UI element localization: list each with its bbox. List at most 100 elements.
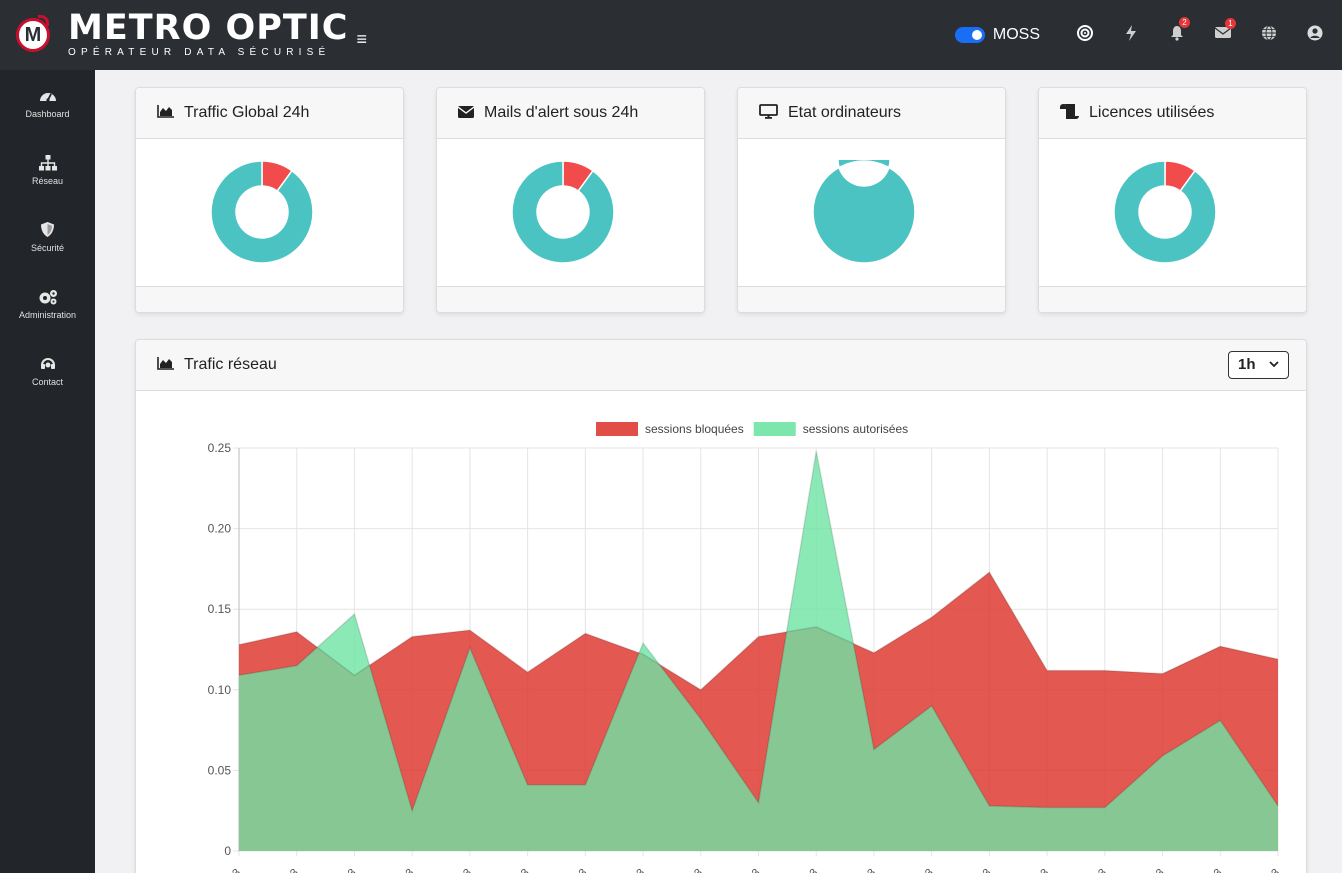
card-header: Trafic réseau 1h (136, 340, 1306, 391)
x-tick-label: :13 (1263, 867, 1282, 873)
sidebar-item-contact[interactable]: Contact (0, 338, 95, 405)
card-trafic-reseau: Trafic réseau 1h 0.25 0.20 0.15 0.10 0.05 0:1… (135, 339, 1307, 873)
logo-badge: M (16, 15, 50, 52)
donut-slice-teal (1113, 160, 1217, 264)
envelope-icon (457, 105, 475, 122)
x-tick-label: :13 (339, 867, 358, 873)
x-tick-label: :13 (916, 867, 935, 873)
x-tick-label: :13 (743, 867, 762, 873)
donut-slice-teal (511, 160, 615, 264)
card-footer (738, 286, 1005, 312)
traffic-area-chart: 0.25 0.20 0.15 0.10 0.05 0:13:13:13:13:13:13:… (208, 422, 1282, 873)
x-tick-label: :13 (224, 867, 243, 873)
card-footer (1039, 286, 1306, 312)
area-chart-icon (157, 104, 174, 122)
donut-chart (1113, 160, 1217, 264)
sidebar-item-securite[interactable]: Sécurité (0, 204, 95, 271)
card-traffic-global: Traffic Global 24h (135, 87, 404, 313)
donut-slice-teal (812, 160, 916, 264)
x-tick-label: :13 (455, 867, 474, 873)
card-etat-ordinateurs: Etat ordinateurs (737, 87, 1006, 313)
moss-label: MOSS (992, 26, 1040, 43)
card-title: Etat ordinateurs (788, 104, 901, 121)
card-mails-alert: Mails d'alert sous 24h (436, 87, 705, 313)
brand-logo[interactable]: M METRO OPTIC OPÉRATEUR DATA SÉCURISÉ ≡ (16, 8, 368, 58)
y-tick-label: 0.20 (208, 522, 232, 536)
logo-badge-letter: M (24, 23, 42, 46)
top-bar: M METRO OPTIC OPÉRATEUR DATA SÉCURISÉ ≡ … (0, 0, 1342, 70)
y-tick-label: 0.10 (208, 683, 232, 697)
donut-slice-teal (210, 160, 314, 264)
card-licences: Licences utilisées (1038, 87, 1307, 313)
donut-chart (511, 160, 615, 264)
sidebar-item-label: Réseau (31, 176, 64, 186)
gauge-icon (39, 88, 57, 106)
sidebar-item-reseau[interactable]: Réseau (0, 137, 95, 204)
card-header: Mails d'alert sous 24h (437, 88, 704, 139)
sidebar-item-label: Dashboard (25, 109, 70, 119)
x-tick-label: :13 (859, 867, 878, 873)
card-header: Etat ordinateurs (738, 88, 1005, 139)
range-select[interactable]: 1h (1228, 351, 1289, 379)
donut-chart (812, 160, 916, 264)
brand-subtitle: OPÉRATEUR DATA SÉCURISÉ (68, 47, 331, 58)
x-tick-label: :13 (1032, 867, 1051, 873)
legend-swatch[interactable] (596, 422, 638, 436)
y-tick-label: 0 (224, 844, 231, 858)
scroll-icon (1060, 103, 1079, 123)
card-title: Mails d'alert sous 24h (484, 104, 639, 121)
x-tick-label: :13 (1205, 867, 1224, 873)
sidebar-item-label: Administration (18, 310, 77, 320)
envelope-icon[interactable]: 1 (1200, 18, 1246, 44)
monitor-icon (759, 103, 778, 123)
legend-label[interactable]: sessions autorisées (803, 422, 908, 436)
x-tick-label: :13 (974, 867, 993, 873)
series-area-sessions-autorisees-line (238, 451, 1279, 814)
x-tick-label: :13 (512, 867, 531, 873)
x-tick-label: :13 (801, 867, 820, 873)
sitemap-icon (38, 155, 57, 173)
menu-toggle-icon[interactable]: ≡ (356, 28, 368, 49)
donut-chart (210, 160, 314, 264)
x-tick-label: :13 (1147, 867, 1166, 873)
card-header: Traffic Global 24h (136, 88, 403, 139)
card-title: Licences utilisées (1089, 104, 1215, 121)
user-icon[interactable] (1292, 25, 1338, 46)
area-chart-icon (157, 356, 174, 374)
x-tick-label: :13 (282, 867, 301, 873)
sidebar-item-label: Contact (31, 377, 64, 387)
sidebar-item-dashboard[interactable]: Dashboard (0, 70, 95, 137)
series-area-sessions-autorisees (239, 451, 1278, 851)
card-footer (437, 286, 704, 312)
traffic-title: Trafic réseau (184, 356, 277, 373)
series-area-sessions-bloquees-line (238, 571, 1279, 691)
target-icon[interactable] (1062, 24, 1108, 46)
y-tick-label: 0.15 (208, 602, 232, 616)
x-tick-label: :13 (686, 867, 705, 873)
range-select-value: 1h (1238, 356, 1256, 373)
sidebar: Dashboard Réseau Sécurité Administration… (0, 70, 95, 873)
x-tick-label: :13 (1090, 867, 1109, 873)
card-header: Licences utilisées (1039, 88, 1306, 139)
brand-title: METRO OPTIC (68, 8, 349, 48)
card-title: Traffic Global 24h (184, 104, 310, 121)
sidebar-item-administration[interactable]: Administration (0, 271, 95, 338)
headset-icon (40, 356, 56, 374)
bolt-icon[interactable] (1108, 24, 1154, 46)
x-tick-label: :13 (397, 867, 416, 873)
bell-icon[interactable]: 2 (1154, 16, 1200, 46)
sidebar-item-label: Sécurité (30, 243, 65, 253)
card-footer (136, 286, 403, 312)
y-tick-label: 0.25 (208, 441, 232, 455)
legend-swatch[interactable] (753, 422, 796, 436)
cogs-icon (38, 289, 58, 307)
moss-toggle[interactable] (954, 27, 985, 43)
chevron-down-icon (1269, 352, 1279, 378)
globe-icon[interactable] (1246, 25, 1292, 46)
shield-icon (41, 222, 54, 240)
legend-label[interactable]: sessions bloquées (645, 422, 744, 436)
x-tick-label: :13 (570, 867, 589, 873)
messages-badge: 1 (1225, 18, 1236, 29)
x-tick-label: :13 (628, 867, 647, 873)
notifications-badge: 2 (1179, 16, 1190, 28)
